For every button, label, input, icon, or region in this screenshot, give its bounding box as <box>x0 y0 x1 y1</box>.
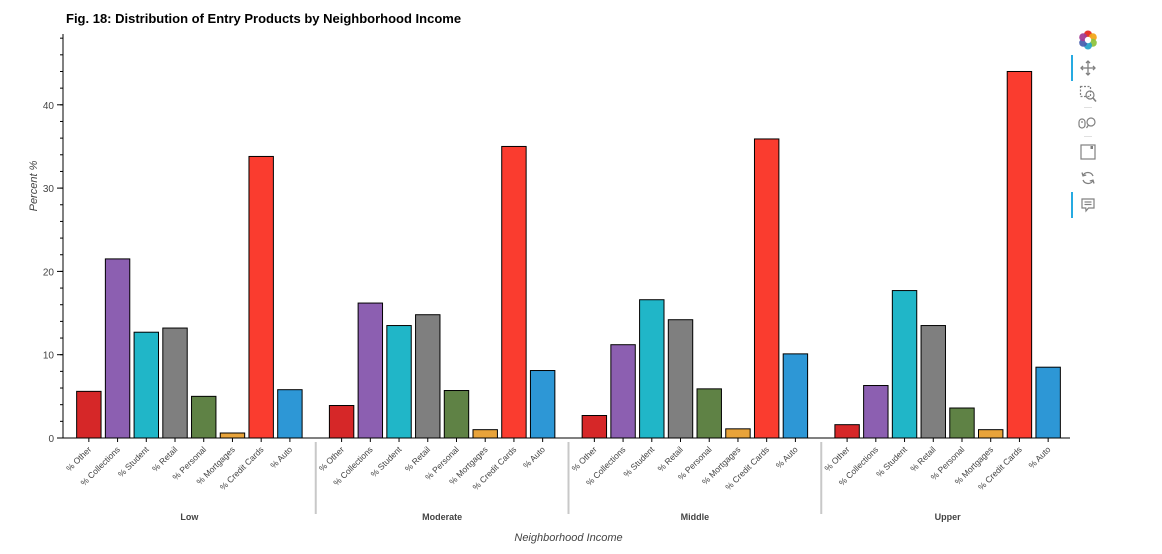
bar-upper-7 <box>1035 366 1061 439</box>
x-category-label: % Auto <box>774 444 800 470</box>
bokeh-logo-icon[interactable] <box>1077 29 1099 51</box>
x-group-label: Low <box>180 512 199 522</box>
bar-moderate-4 <box>443 390 470 439</box>
x-category-label: % Auto <box>521 444 547 470</box>
bar-low-5 <box>219 432 246 439</box>
y-tick-label: 40 <box>43 101 55 112</box>
reset-tool-icon[interactable] <box>1077 167 1099 189</box>
bar-middle-4 <box>696 388 722 439</box>
bar-middle-0 <box>581 415 608 439</box>
bar-upper-1 <box>863 385 889 439</box>
bar-middle-7 <box>782 353 809 439</box>
bar-upper-0 <box>834 424 860 439</box>
x-category-label: % Student <box>621 444 656 479</box>
bar-low-1 <box>104 258 131 439</box>
bar-moderate-0 <box>328 405 355 439</box>
x-group-label: Middle <box>681 512 710 522</box>
chart-bars <box>76 70 1061 439</box>
pan-tool-icon[interactable] <box>1077 57 1099 79</box>
bar-low-0 <box>76 390 102 439</box>
x-axis-label: Neighborhood Income <box>514 532 622 544</box>
bar-moderate-6 <box>501 145 527 439</box>
x-group-label: Upper <box>935 512 962 522</box>
bar-upper-5 <box>978 429 1004 439</box>
x-group-label: Moderate <box>422 512 462 522</box>
hover-tool-icon[interactable] <box>1077 194 1099 216</box>
bar-middle-2 <box>639 299 665 439</box>
bar-middle-6 <box>753 138 780 439</box>
wheel-zoom-tool-icon[interactable] <box>1077 112 1099 134</box>
bar-moderate-5 <box>472 429 498 439</box>
bar-upper-4 <box>949 407 975 439</box>
y-tick-label: 0 <box>48 434 54 445</box>
x-category-label: % Student <box>116 444 151 479</box>
bar-middle-5 <box>725 428 751 439</box>
chart-plot[interactable]: 0 10 20 30 40 Percent % % Other% Collections%… <box>0 0 1070 554</box>
y-tick-label: 10 <box>43 351 55 362</box>
y-tick-label: 30 <box>43 184 55 195</box>
bar-low-6 <box>248 155 274 439</box>
bar-moderate-1 <box>357 302 384 439</box>
box-zoom-tool-icon[interactable] <box>1077 83 1099 105</box>
y-tick-label: 20 <box>43 267 55 278</box>
chart-axes: 0 10 20 30 40 Percent % <box>28 34 1070 514</box>
bar-low-4 <box>191 395 217 439</box>
bar-low-3 <box>162 327 188 439</box>
bar-middle-1 <box>610 344 636 439</box>
bar-middle-3 <box>667 319 694 439</box>
bar-upper-2 <box>891 290 918 439</box>
bar-moderate-7 <box>529 370 556 439</box>
x-category-label: % Auto <box>1026 444 1052 470</box>
bar-moderate-2 <box>386 325 412 439</box>
bar-upper-3 <box>920 325 946 439</box>
x-category-label: % Student <box>874 444 909 479</box>
bar-low-7 <box>277 389 303 439</box>
save-tool-icon[interactable] <box>1077 141 1099 163</box>
x-category-label: % Auto <box>268 444 294 470</box>
bar-moderate-3 <box>415 314 441 439</box>
bar-low-2 <box>133 331 159 439</box>
y-axis-label: Percent % <box>28 160 40 211</box>
bar-upper-6 <box>1006 70 1033 439</box>
chart-title: Fig. 18: Distribution of Entry Products … <box>66 11 462 26</box>
x-category-label: % Student <box>369 444 404 479</box>
chart-labels: % Other% Collections% Student% Retail% P… <box>64 444 1053 544</box>
